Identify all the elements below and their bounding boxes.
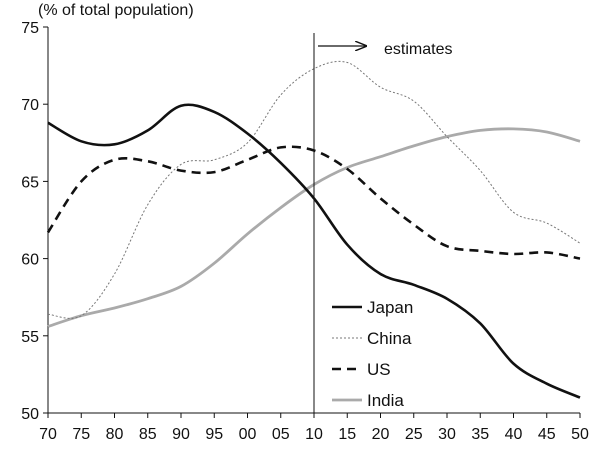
- series-line-china: [47, 60, 581, 319]
- chart-legend: Japan China US India: [332, 298, 413, 410]
- legend-label-us: US: [367, 360, 391, 379]
- y-tick-label: 70: [21, 97, 39, 114]
- y-tick-label: 75: [21, 20, 39, 37]
- y-tick-label: 55: [21, 329, 39, 346]
- x-tick-label: 95: [205, 426, 223, 443]
- x-tick-label: 15: [338, 426, 356, 443]
- x-tick-label: 05: [272, 426, 290, 443]
- legend-label-china: China: [367, 329, 412, 348]
- x-tick-label: 50: [571, 426, 589, 443]
- x-tick-label: 75: [72, 426, 90, 443]
- x-tick-label: 25: [405, 426, 423, 443]
- x-tick-label: 40: [505, 426, 523, 443]
- legend-label-india: India: [367, 391, 404, 410]
- annotation-layer: estimates: [313, 33, 452, 413]
- y-tick-label: 60: [21, 252, 39, 269]
- y-tick-label: 65: [21, 174, 39, 191]
- x-tick-label: 30: [438, 426, 456, 443]
- x-tick-label: 35: [471, 426, 489, 443]
- estimates-label: estimates: [384, 41, 452, 58]
- x-tick-label: 45: [538, 426, 556, 443]
- legend-label-japan: Japan: [367, 298, 413, 317]
- x-tick-label: 00: [239, 426, 257, 443]
- x-tick-label: 90: [172, 426, 190, 443]
- x-tick-label: 20: [372, 426, 390, 443]
- x-tick-label: 70: [39, 426, 57, 443]
- x-tick-label: 80: [106, 426, 124, 443]
- y-axis-unit-label: (% of total population): [38, 2, 194, 19]
- x-tick-label: 85: [139, 426, 157, 443]
- x-tick-label: 10: [305, 426, 323, 443]
- y-tick-label: 50: [21, 406, 39, 423]
- chart-axes: 50 55 60 65 70 75 70 75 80 85 90 95 00 05 10 15 20 25 30 35…: [21, 20, 589, 443]
